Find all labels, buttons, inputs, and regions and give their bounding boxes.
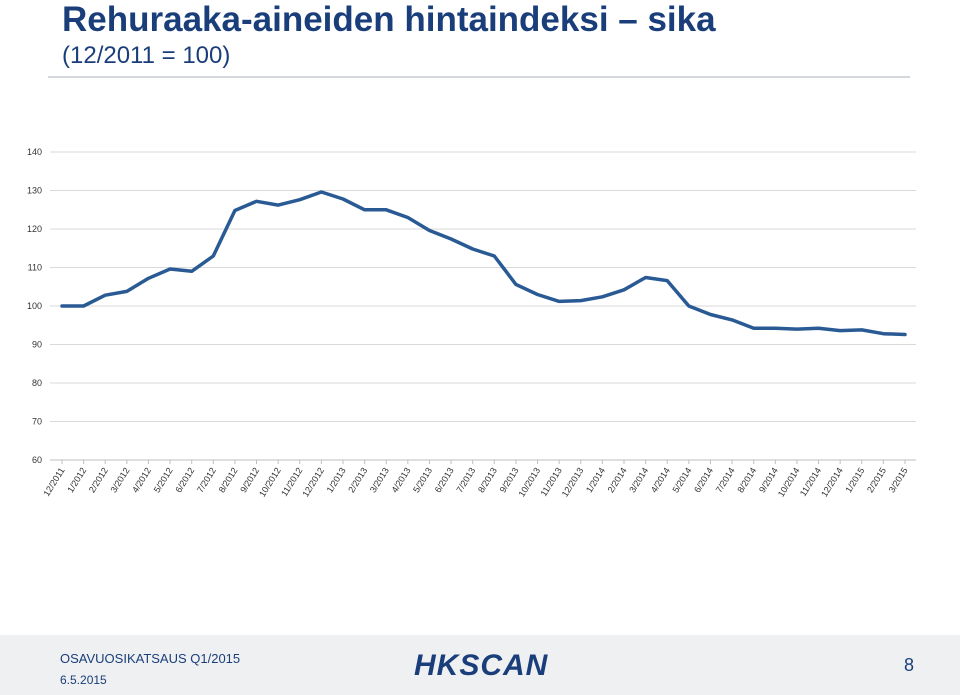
x-tick-label: 9/2012: [238, 466, 261, 495]
x-tick-label: 7/2014: [714, 466, 737, 495]
data-point: [276, 203, 280, 207]
x-tick-label: 1/2014: [584, 466, 607, 495]
x-tick-label: 8/2013: [476, 466, 499, 495]
data-point: [190, 270, 193, 273]
data-point: [212, 254, 215, 258]
page-number: 8: [903, 655, 914, 675]
data-point: [579, 299, 582, 302]
x-tick-label: 2/2014: [606, 466, 629, 495]
y-tick-label: 70: [32, 417, 42, 427]
data-point: [233, 209, 237, 212]
title-divider: [48, 76, 910, 78]
x-tick-label: 5/2013: [411, 466, 434, 495]
y-tick-label: 120: [27, 224, 42, 234]
data-point: [666, 279, 669, 282]
data-point: [622, 288, 626, 292]
data-point: [298, 198, 301, 201]
data-point: [104, 294, 107, 297]
footer-report-label: OSAVUOSIKATSAUS Q1/2015: [60, 651, 241, 666]
data-point: [860, 328, 863, 332]
x-tick-label: 1/2012: [65, 466, 88, 495]
x-axis-tick-labels: 12/20111/20122/20123/20124/20125/20126/2…: [41, 466, 909, 499]
x-tick-label: 4/2012: [130, 466, 153, 495]
x-tick-label: 4/2014: [649, 466, 672, 495]
hkscan-logo: HKSCAN: [414, 649, 549, 682]
x-tick-label: 5/2012: [152, 466, 175, 495]
data-point: [557, 300, 561, 303]
x-tick-label: 3/2015: [887, 466, 910, 495]
x-tick-label: 12/2012: [300, 466, 326, 499]
x-tick-label: 12/2011: [41, 466, 66, 498]
data-point: [709, 313, 712, 316]
data-point: [730, 318, 734, 322]
data-point: [60, 304, 64, 308]
slide-title: Rehuraaka-aineiden hintaindeksi – sika: [62, 0, 716, 39]
x-tick-label: 6/2013: [433, 466, 456, 495]
y-axis-tick-labels: 60 70 80 90 100 110 120 130 140: [27, 147, 42, 465]
data-point: [774, 327, 777, 330]
x-tick-label: 1/2013: [325, 466, 348, 495]
data-point: [687, 304, 691, 308]
data-point: [471, 247, 474, 251]
data-point: [601, 295, 604, 298]
x-tick-label: 4/2013: [389, 466, 412, 495]
data-point: [536, 293, 539, 296]
y-tick-label: 90: [32, 340, 42, 350]
data-point: [125, 290, 129, 293]
data-point: [320, 190, 323, 194]
data-point: [752, 327, 755, 330]
y-tick-label: 80: [32, 378, 42, 388]
data-point: [449, 237, 453, 241]
y-tick-label: 140: [27, 147, 42, 157]
x-tick-label: 8/2014: [735, 466, 758, 495]
x-tick-label: 7/2012: [195, 466, 218, 495]
series-line-0: [60, 190, 907, 337]
data-point: [385, 208, 388, 211]
data-point: [82, 304, 85, 308]
data-point: [838, 329, 842, 332]
x-tick-label: 2/2013: [346, 466, 369, 495]
x-tick-label: 3/2012: [108, 466, 131, 495]
y-tick-label: 60: [32, 455, 42, 465]
x-tick-label: 5/2014: [670, 466, 693, 495]
slide-subtitle: (12/2011 = 100): [62, 42, 231, 69]
x-tick-label: 7/2013: [454, 466, 477, 495]
x-tick-label: 2/2012: [87, 466, 110, 495]
chart-gridlines: [50, 151, 916, 464]
data-point: [255, 200, 258, 203]
data-point: [882, 332, 885, 335]
x-tick-label: 12/2014: [819, 466, 845, 499]
data-point: [493, 254, 496, 258]
x-tick-label: 3/2014: [627, 466, 650, 495]
series-lines: [60, 190, 907, 337]
data-point: [795, 327, 799, 331]
data-point: [168, 267, 172, 271]
x-tick-label: 6/2012: [173, 466, 196, 495]
y-tick-label: 100: [27, 301, 42, 311]
x-tick-label: 3/2013: [368, 466, 391, 495]
x-tick-label: 6/2014: [692, 466, 715, 495]
data-point: [147, 277, 150, 280]
data-point: [428, 229, 431, 232]
slide-footer: OSAVUOSIKATSAUS Q1/2015 6.5.2015 HKSCAN …: [0, 635, 960, 695]
data-point: [817, 327, 820, 330]
data-point: [363, 208, 366, 211]
x-tick-label: 9/2013: [498, 466, 521, 495]
data-point: [341, 197, 345, 201]
footer-date: 6.5.2015: [60, 673, 107, 687]
data-point: [514, 283, 518, 286]
y-tick-label: 130: [27, 186, 42, 196]
data-point: [406, 216, 410, 219]
data-point: [903, 333, 907, 336]
x-tick-label: 2/2015: [865, 466, 888, 495]
x-tick-label: 9/2014: [757, 466, 780, 495]
x-tick-label: 8/2012: [217, 466, 240, 495]
y-tick-label: 110: [28, 263, 42, 273]
x-tick-label: 1/2015: [843, 466, 866, 495]
x-tick-label: 12/2013: [560, 466, 586, 499]
data-point: [644, 276, 647, 279]
